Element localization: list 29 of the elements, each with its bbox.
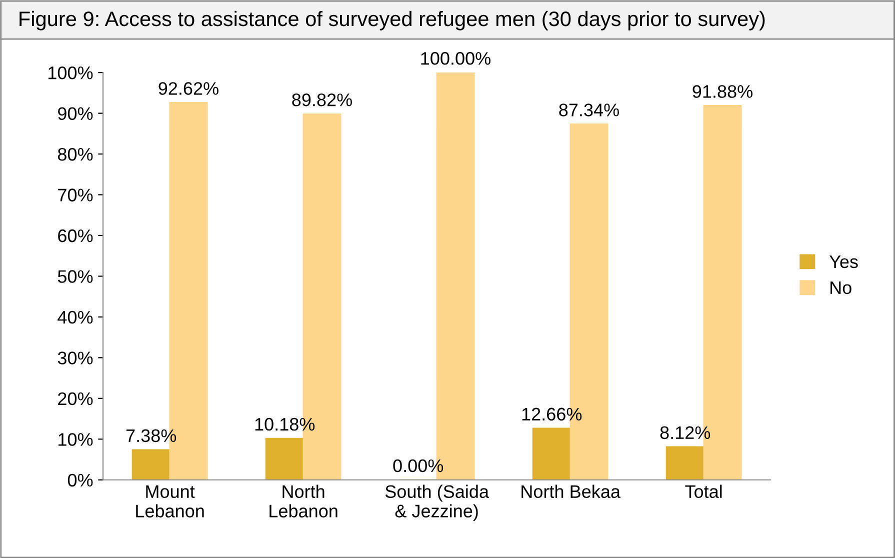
chart-title: Figure 9: Access to assistance of surveyed refugee men (30 days prior to survey) xyxy=(20,10,765,30)
y-tick-label: 30% xyxy=(58,352,93,364)
data-label: 100.00% xyxy=(421,52,490,65)
data-label: 87.34% xyxy=(559,104,619,116)
y-tick-label: 10% xyxy=(58,433,93,446)
data-label: 89.82% xyxy=(292,93,352,106)
y-tick-label: 100% xyxy=(48,66,93,80)
x-tick-label: North Lebanon xyxy=(270,484,338,518)
x-tick-label: Total xyxy=(685,484,722,498)
data-label: 92.62% xyxy=(158,82,218,95)
y-tick-label: 80% xyxy=(58,148,93,161)
y-tick-label: 40% xyxy=(58,310,93,324)
data-label: 91.88% xyxy=(692,85,752,98)
data-label: 10.18% xyxy=(255,418,315,431)
x-tick-label: North Bekaa xyxy=(522,484,620,498)
data-label: 8.12% xyxy=(660,426,710,440)
data-label: 12.66% xyxy=(522,408,582,421)
legend-label: No xyxy=(830,281,852,294)
data-label: 7.38% xyxy=(126,429,176,442)
y-tick-label: 90% xyxy=(58,107,93,120)
y-tick-label: 0% xyxy=(68,474,93,487)
x-tick-label: South (Saida & Jezzine) xyxy=(385,484,489,522)
y-tick-label: 20% xyxy=(58,392,93,406)
x-tick-label: Mount Lebanon xyxy=(136,485,204,518)
y-tick-label: 70% xyxy=(58,188,93,202)
legend-label: Yes xyxy=(829,256,858,268)
data-label: 0.00% xyxy=(393,459,444,472)
y-tick-label: 50% xyxy=(58,270,93,283)
y-tick-label: 60% xyxy=(58,229,93,242)
